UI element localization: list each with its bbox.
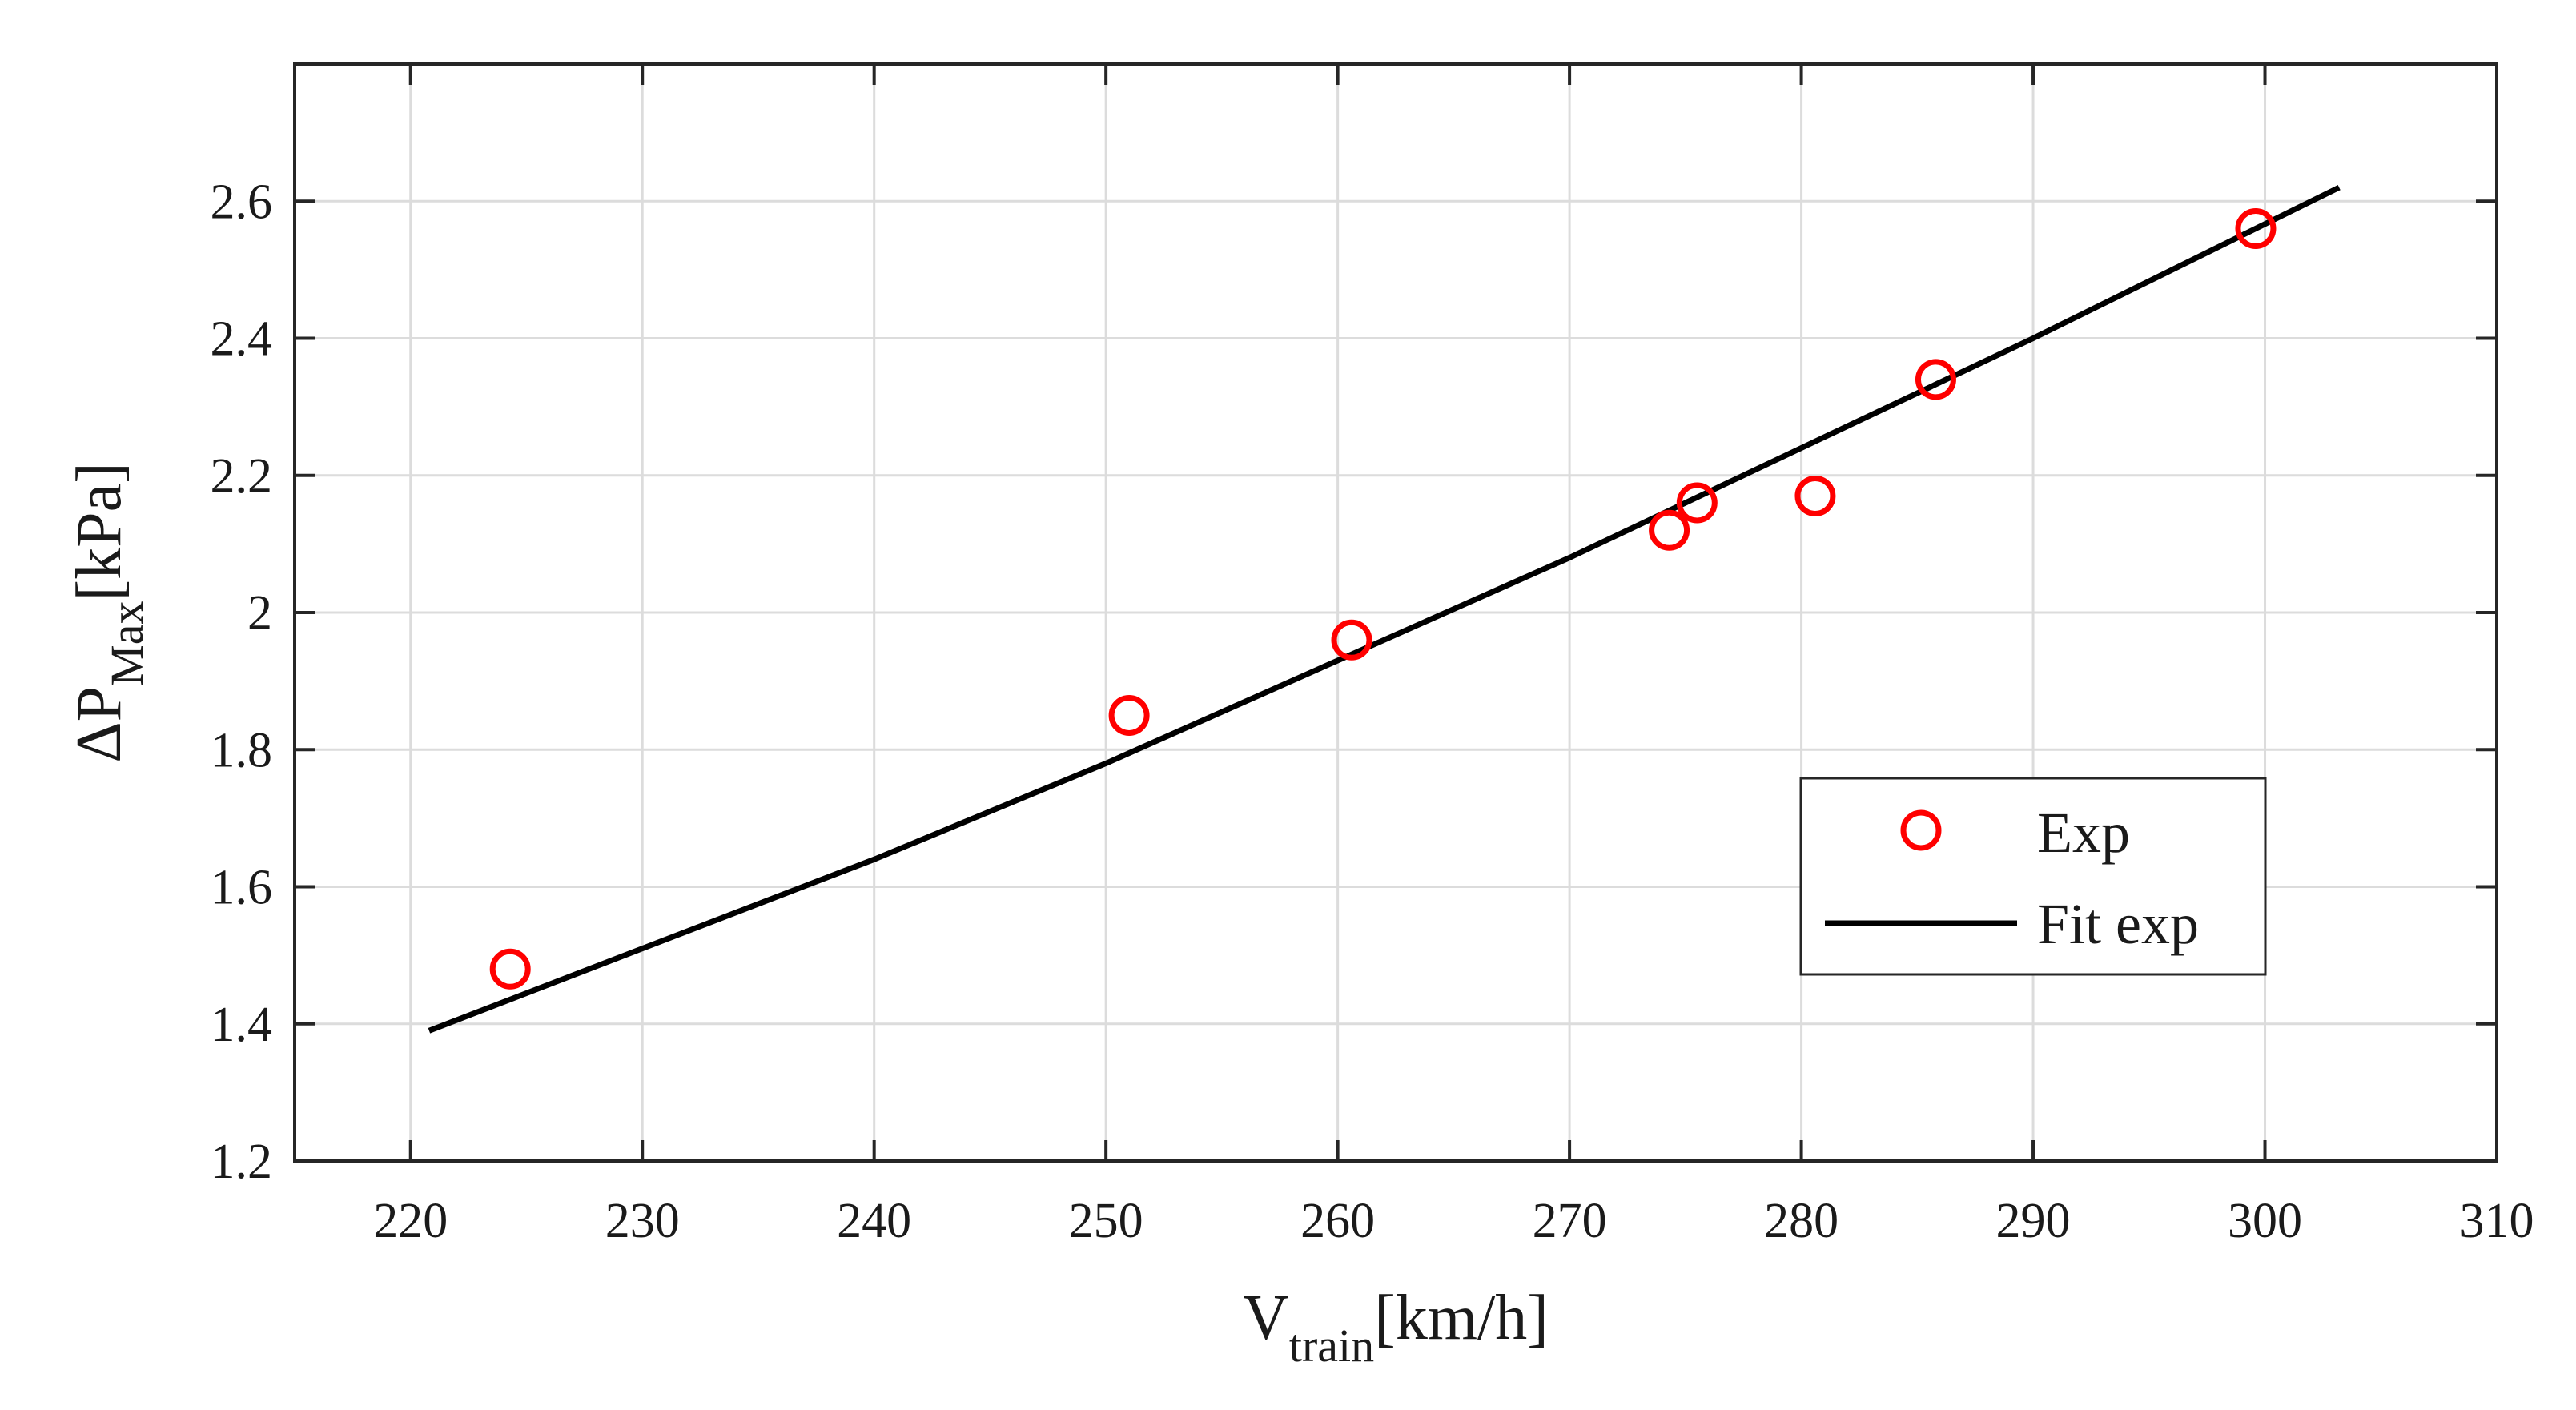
x-axis-label-sub: train xyxy=(1289,1320,1374,1372)
legend-label-fit: Fit exp xyxy=(2037,892,2199,956)
y-tick-label: 2.4 xyxy=(211,312,273,367)
y-tick-label: 1.4 xyxy=(211,998,273,1052)
legend-box xyxy=(1799,777,2267,976)
y-tick-label: 2 xyxy=(247,586,272,641)
x-tick-label: 280 xyxy=(1764,1194,1839,1248)
y-tick-label: 1.8 xyxy=(211,723,273,777)
x-tick-label: 260 xyxy=(1300,1194,1375,1248)
y-tick-label: 1.6 xyxy=(211,861,273,915)
x-axis-label-main: V xyxy=(1243,1283,1289,1353)
fit-exp-line xyxy=(428,184,2341,1034)
x-tick-label: 250 xyxy=(1069,1194,1143,1248)
exp-data-point xyxy=(1794,475,1836,516)
y-axis-label-main: ΔP xyxy=(64,686,135,763)
y-tick-label: 1.2 xyxy=(211,1135,273,1189)
y-axis-label: ΔPMax[kPa] xyxy=(64,462,153,763)
legend-marker-exp xyxy=(1900,809,1942,851)
exp-data-point xyxy=(1915,359,1956,400)
x-axis-label: Vtrain[km/h] xyxy=(1243,1283,1549,1372)
fit-line-layer xyxy=(428,184,2341,1034)
y-axis-label-unit: [kPa] xyxy=(64,462,135,601)
exp-data-point xyxy=(1108,694,1150,736)
y-tick-label: 2.2 xyxy=(211,449,273,504)
exp-data-point xyxy=(2235,208,2277,249)
y-tick-label: 2.6 xyxy=(211,175,273,229)
exp-data-point xyxy=(1649,509,1690,551)
x-tick-label: 310 xyxy=(2460,1194,2534,1248)
x-axis-label-unit: [km/h] xyxy=(1374,1283,1549,1353)
points-layer xyxy=(489,208,2277,990)
x-tick-label: 270 xyxy=(1533,1194,1607,1248)
y-ticks: 1.2 1.4 1.6 1.8 2 2.2 2.4 2.6 xyxy=(211,175,2497,1189)
legend-label-exp: Exp xyxy=(2037,801,2130,865)
exp-data-point xyxy=(1331,619,1372,661)
x-tick-label: 230 xyxy=(605,1194,680,1248)
exp-data-point xyxy=(1676,482,1718,524)
y-axis-label-sub: Max xyxy=(101,601,153,686)
x-tick-label: 290 xyxy=(1996,1194,2071,1248)
x-tick-label: 220 xyxy=(373,1194,448,1248)
exp-data-point xyxy=(489,948,531,990)
x-ticks: 220 230 240 250 260 270 280 290 300 310 xyxy=(373,64,2534,1248)
x-tick-label: 240 xyxy=(837,1194,911,1248)
x-tick-label: 300 xyxy=(2228,1194,2302,1248)
legend: Exp Fit exp xyxy=(1799,777,2267,976)
